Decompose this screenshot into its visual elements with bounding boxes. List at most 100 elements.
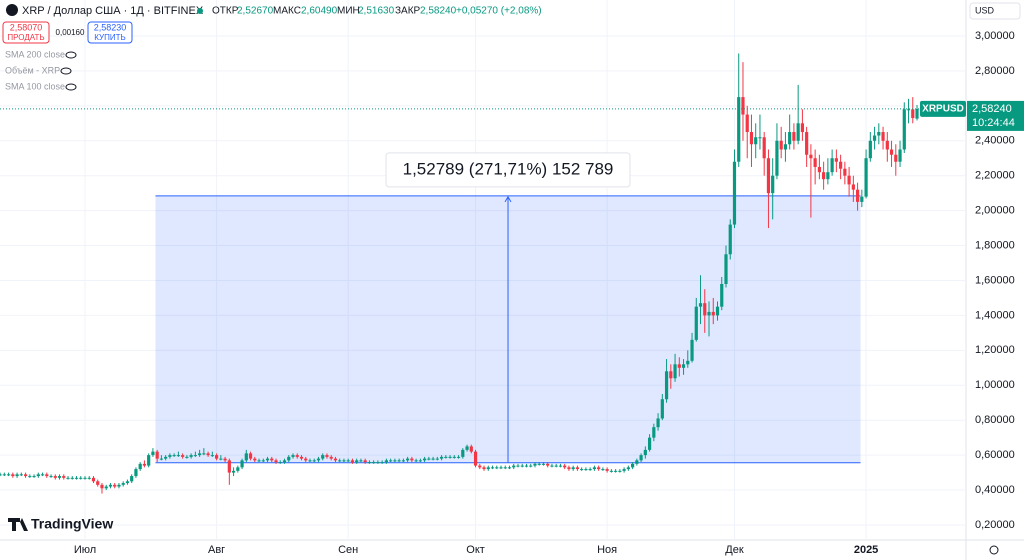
visibility-icon[interactable] bbox=[65, 51, 77, 59]
candle-body bbox=[728, 224, 732, 255]
candle-body bbox=[533, 463, 537, 466]
sell-price[interactable]: 2,58070 bbox=[10, 22, 43, 32]
candle-body bbox=[465, 446, 469, 450]
y-tick-label: 2,00000 bbox=[975, 205, 1015, 217]
candle-body bbox=[108, 484, 113, 487]
candle-body bbox=[614, 470, 618, 472]
candle-body bbox=[338, 460, 342, 462]
candle-body bbox=[329, 456, 333, 459]
candle-body bbox=[860, 196, 864, 202]
candle-body bbox=[214, 455, 219, 459]
candle-body bbox=[503, 467, 507, 469]
settings-icon[interactable] bbox=[989, 545, 999, 555]
x-tick-label: Сен bbox=[338, 544, 358, 556]
candle-body bbox=[605, 469, 609, 471]
spread: 0,00160 bbox=[56, 28, 85, 37]
candle-body bbox=[711, 311, 715, 316]
candle-body bbox=[724, 254, 728, 284]
candle-body bbox=[202, 453, 206, 455]
ohlc-value: 2,51630 bbox=[358, 6, 395, 17]
candle-body bbox=[287, 456, 291, 461]
candle-body bbox=[134, 469, 138, 477]
candle-body bbox=[737, 97, 741, 162]
candle-body bbox=[261, 460, 265, 462]
candle-body bbox=[681, 364, 686, 368]
candle-body bbox=[206, 453, 210, 456]
buy-price[interactable]: 2,58230 bbox=[94, 22, 127, 32]
candle-body bbox=[813, 158, 817, 167]
candle-body bbox=[830, 158, 834, 173]
candle-body bbox=[868, 140, 872, 159]
candle-body bbox=[452, 456, 456, 458]
candle-body bbox=[885, 140, 889, 150]
indicator[interactable]: SMA 100 close bbox=[5, 81, 65, 91]
candle-body bbox=[397, 460, 401, 462]
candle-body bbox=[431, 458, 435, 460]
visibility-icon[interactable] bbox=[65, 83, 77, 91]
candle-body bbox=[775, 140, 779, 176]
candle-body bbox=[618, 470, 622, 472]
candle-body bbox=[673, 364, 677, 379]
candle-body bbox=[299, 456, 304, 459]
plot: 1,52789 (271,71%) 152 789 bbox=[0, 0, 966, 540]
candle-body bbox=[656, 418, 660, 428]
buy-label[interactable]: КУПИТЬ bbox=[94, 33, 125, 42]
candle-body bbox=[6, 474, 11, 476]
sell-label[interactable]: ПРОДАТЬ bbox=[7, 33, 44, 42]
y-tick-label: 0,80000 bbox=[975, 414, 1015, 426]
logo: TradingView bbox=[31, 516, 113, 532]
candle-body bbox=[66, 477, 70, 479]
candle-body bbox=[546, 463, 550, 466]
candle-body bbox=[372, 462, 376, 464]
candle-body bbox=[690, 339, 694, 361]
symbol-icon bbox=[6, 4, 18, 16]
symbol: XRP / Доллар США · 1Д · BITFINEX bbox=[22, 5, 204, 17]
candle-body bbox=[45, 474, 49, 477]
candle-body bbox=[19, 474, 23, 476]
candle-body bbox=[282, 460, 287, 463]
candle-body bbox=[130, 476, 134, 482]
candle-body bbox=[601, 469, 605, 471]
currency[interactable]: USD bbox=[975, 5, 995, 15]
candle-body bbox=[809, 154, 813, 159]
candle-body bbox=[915, 108, 919, 119]
candle-body bbox=[393, 460, 397, 462]
candle-body bbox=[410, 458, 414, 461]
candle-body bbox=[274, 460, 278, 463]
candle-body bbox=[580, 469, 584, 471]
candle-body bbox=[138, 463, 142, 470]
candle-body bbox=[342, 460, 346, 462]
candle-body bbox=[223, 458, 227, 461]
candle-body bbox=[792, 132, 796, 141]
candle-body bbox=[754, 137, 758, 145]
candle-body bbox=[117, 484, 121, 487]
candle-body bbox=[236, 467, 240, 471]
candle-body bbox=[147, 455, 151, 466]
indicator[interactable]: SMA 200 close bbox=[5, 49, 65, 59]
candle-body bbox=[877, 132, 881, 136]
sell-button[interactable] bbox=[2, 21, 50, 44]
visibility-icon[interactable] bbox=[60, 67, 72, 75]
candle-body bbox=[380, 462, 384, 464]
candle-body bbox=[257, 460, 261, 462]
candle-body bbox=[40, 474, 45, 476]
candle-body bbox=[189, 455, 193, 457]
candle-body bbox=[159, 458, 164, 460]
candle-body bbox=[520, 465, 524, 467]
candle-body bbox=[507, 467, 512, 469]
candle-body bbox=[304, 458, 308, 461]
currency-select[interactable] bbox=[969, 2, 1021, 20]
candle-body bbox=[732, 161, 737, 225]
y-tick-label: 1,00000 bbox=[975, 379, 1015, 391]
buy-button[interactable] bbox=[87, 21, 133, 44]
candle-body bbox=[406, 458, 410, 461]
candle-body bbox=[79, 477, 83, 479]
candle-body bbox=[164, 456, 168, 459]
candle-body bbox=[253, 458, 257, 461]
candle-body bbox=[805, 132, 809, 155]
candle-body bbox=[898, 149, 902, 162]
indicator[interactable]: Объём - XRP bbox=[5, 65, 60, 75]
candle-body bbox=[703, 303, 707, 316]
candle-body bbox=[91, 477, 96, 482]
y-tick-label: 3,00000 bbox=[975, 30, 1015, 42]
